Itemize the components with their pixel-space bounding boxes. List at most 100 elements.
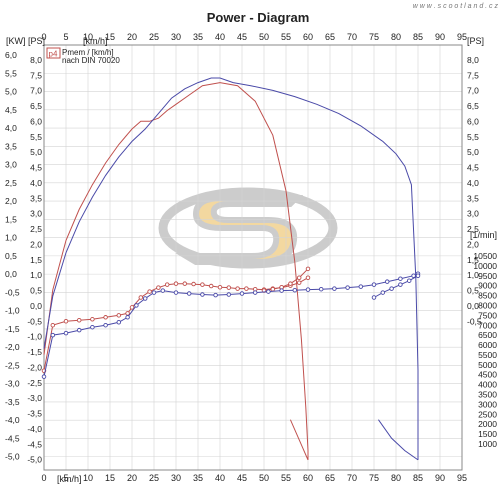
x-top-tick-label: 0 <box>41 32 46 42</box>
x-top-tick-label: 35 <box>193 32 203 42</box>
series-7-point <box>380 290 386 295</box>
y-ps-right-tick-label: 5,0 <box>467 147 479 157</box>
series-6-point <box>200 292 205 297</box>
series-4-point <box>244 286 249 291</box>
y-ps-tick-label: -1,0 <box>27 332 42 342</box>
y-axis-rpm-label: [1/min] <box>470 230 497 240</box>
y-kw-tick-label: -5,0 <box>5 452 20 462</box>
y-rpm-tick-label: 1000 <box>478 439 497 449</box>
y-axis-ps-label: [PS] <box>28 36 45 46</box>
x-bottom-tick-label: 35 <box>193 473 203 483</box>
legend-badge: p4 <box>49 50 58 59</box>
x-top-tick-label: 40 <box>215 32 225 42</box>
series-5-point <box>288 281 293 286</box>
series-1-line <box>289 419 309 461</box>
series-4-point <box>103 315 108 320</box>
series-4-point <box>191 281 196 287</box>
series-6-point <box>213 292 218 298</box>
series-4-point <box>147 289 152 294</box>
series-5-point <box>296 275 302 280</box>
x-top-tick-label: 15 <box>105 32 115 42</box>
y-rpm-tick-label: 10500 <box>473 251 497 261</box>
series-layer <box>41 77 421 461</box>
y-rpm-tick-label: 6500 <box>478 330 497 340</box>
series-5-point <box>305 266 311 272</box>
x-axis-top-label: [km/h] <box>83 36 108 46</box>
series-4-point <box>208 283 214 289</box>
y-rpm-tick-label: 3000 <box>478 399 497 409</box>
y-ps-right-tick-label: 1,0 <box>467 270 479 280</box>
y-rpm-tick-label: 10000 <box>473 261 497 271</box>
series-7-point <box>371 295 377 300</box>
series-4-point <box>125 311 130 316</box>
y-kw-tick-label: -4,0 <box>5 415 20 425</box>
y-kw-tick-label: -1,0 <box>5 306 20 316</box>
y-kw-tick-label: -3,5 <box>5 397 20 407</box>
series-6-point <box>134 303 139 308</box>
y-ps-right-tick-label: 6,5 <box>467 101 479 111</box>
series-6-point <box>252 290 258 295</box>
series-6-point <box>151 290 157 295</box>
series-6-point <box>50 332 56 338</box>
series-6-point <box>384 279 390 284</box>
series-6-point <box>266 289 271 294</box>
x-bottom-tick-label: 5 <box>63 473 68 483</box>
series-6-point <box>76 327 82 333</box>
x-bottom-tick-label: 50 <box>259 473 269 483</box>
series-6-point <box>371 282 377 287</box>
y-ps-right-tick-label: 0,0 <box>467 301 479 311</box>
x-bottom-tick-label: 25 <box>149 473 159 483</box>
y-rpm-tick-label: 5000 <box>478 360 497 370</box>
chart-title: Power - Diagram <box>207 10 310 25</box>
legend-line-2: nach DIN 70020 <box>62 56 120 65</box>
x-bottom-tick-label: 20 <box>127 473 137 483</box>
series-6-point <box>173 290 179 295</box>
series-7-point <box>415 273 421 278</box>
x-top-tick-label: 10 <box>83 32 93 42</box>
x-top-tick-label: 5 <box>63 32 68 42</box>
y-kw-tick-label: -1,5 <box>5 324 20 334</box>
series-7-point <box>406 278 412 283</box>
x-bottom-tick-label: 45 <box>237 473 247 483</box>
series-6-point <box>116 320 122 325</box>
x-bottom-tick-label: 90 <box>435 473 445 483</box>
x-bottom-tick-label: 30 <box>171 473 181 483</box>
series-4-point <box>50 322 56 328</box>
x-top-tick-label: 90 <box>435 32 445 42</box>
plot-area <box>43 44 463 471</box>
y-kw-tick-label: 3,0 <box>5 160 17 170</box>
y-rpm-tick-label: 1500 <box>478 429 497 439</box>
series-6-point <box>142 296 148 301</box>
x-top-tick-label: 55 <box>281 32 291 42</box>
y-ps-right-tick-label: 7,5 <box>467 70 479 80</box>
x-bottom-tick-label: 55 <box>281 473 291 483</box>
series-6-point <box>398 276 403 281</box>
legend-badge-box <box>46 47 61 59</box>
series-6-point <box>41 374 47 379</box>
y-ps-right-tick-label: 3,5 <box>467 193 479 203</box>
series-7-point <box>389 286 394 291</box>
y-ps-right-tick-label: 3,0 <box>467 209 479 219</box>
y-ps-right-tick-label: 2,0 <box>467 239 479 249</box>
y-ps-tick-label: -1,5 <box>27 347 42 357</box>
y-rpm-tick-label: 6000 <box>478 340 497 350</box>
y-ps-tick-label: 7,5 <box>30 70 42 80</box>
series-3-line <box>377 419 419 461</box>
x-top-tick-label: 25 <box>149 32 159 42</box>
y-ps-tick-label: 1,0 <box>30 270 42 280</box>
x-bottom-tick-label: 10 <box>83 473 93 483</box>
series-4-point <box>173 281 179 286</box>
y-kw-tick-label: 3,5 <box>5 141 17 151</box>
y-ps-tick-label: 5,0 <box>30 147 42 157</box>
x-top-tick-label: 80 <box>391 32 401 42</box>
series-6-point <box>411 273 416 278</box>
series-6-point <box>186 291 192 296</box>
series-6-point <box>226 292 232 297</box>
series-4-point <box>217 284 223 290</box>
series-4-point <box>296 280 302 285</box>
series-4-point <box>182 281 188 286</box>
x-top-tick-label: 85 <box>413 32 423 42</box>
y-ps-right-tick-label: 7,0 <box>467 86 479 96</box>
series-6-point <box>103 322 108 328</box>
